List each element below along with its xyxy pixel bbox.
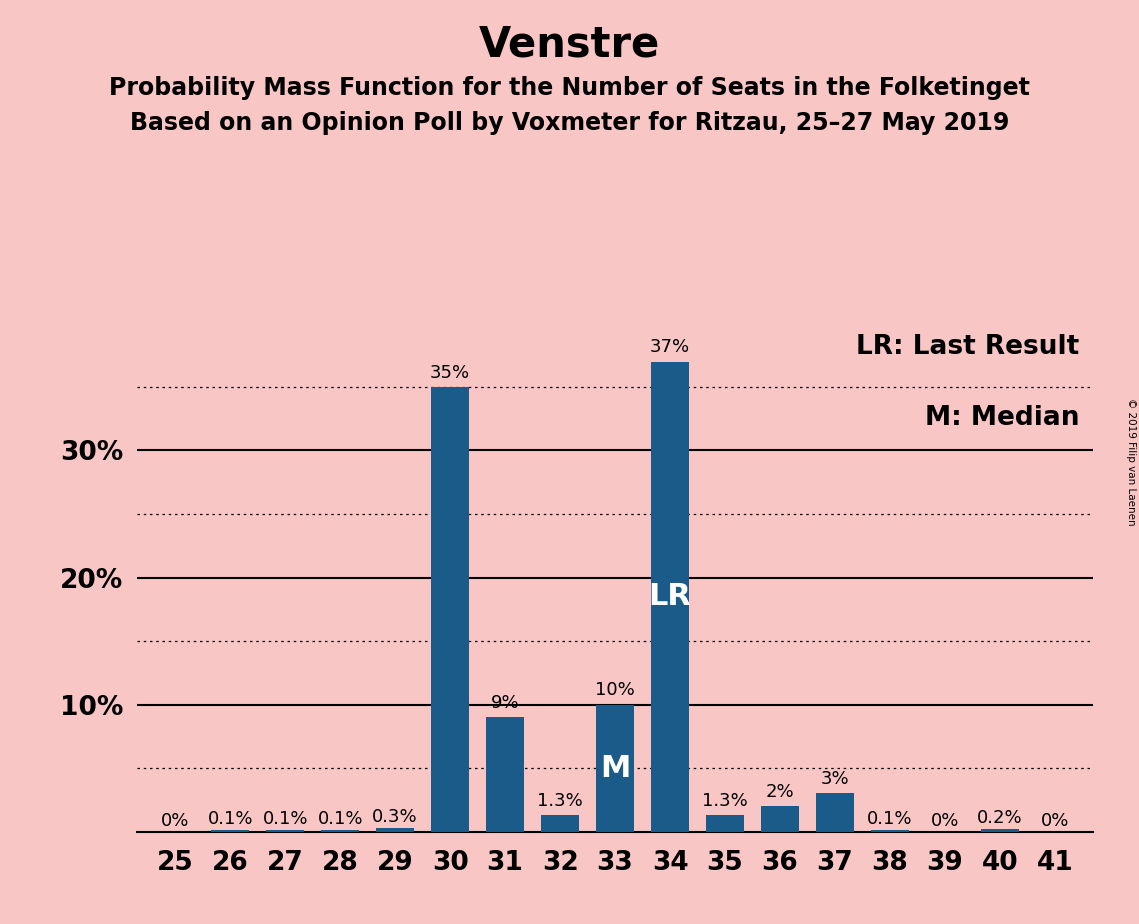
Text: Probability Mass Function for the Number of Seats in the Folketinget: Probability Mass Function for the Number… (109, 76, 1030, 100)
Text: 0.2%: 0.2% (977, 809, 1023, 827)
Bar (321, 831, 360, 832)
Text: 35%: 35% (431, 364, 470, 382)
Text: 10%: 10% (596, 682, 634, 699)
Text: 0.1%: 0.1% (262, 810, 308, 829)
Bar (431, 387, 469, 832)
Text: LR: Last Result: LR: Last Result (855, 334, 1079, 359)
Text: 0%: 0% (931, 811, 959, 830)
Text: LR: LR (648, 582, 691, 611)
Text: M: M (600, 754, 630, 783)
Bar (596, 704, 634, 832)
Bar (265, 831, 304, 832)
Text: 2%: 2% (765, 784, 794, 801)
Text: 9%: 9% (491, 694, 519, 712)
Text: 0.1%: 0.1% (867, 810, 912, 829)
Text: 3%: 3% (821, 771, 850, 788)
Bar (816, 794, 854, 832)
Text: 0%: 0% (1041, 811, 1070, 830)
Text: © 2019 Filip van Laenen: © 2019 Filip van Laenen (1126, 398, 1136, 526)
Text: 0.3%: 0.3% (372, 808, 418, 826)
Text: 0%: 0% (161, 811, 189, 830)
Bar (486, 717, 524, 832)
Bar (706, 815, 744, 832)
Text: 0.1%: 0.1% (318, 810, 363, 829)
Bar (981, 829, 1019, 832)
Text: Based on an Opinion Poll by Voxmeter for Ritzau, 25–27 May 2019: Based on an Opinion Poll by Voxmeter for… (130, 111, 1009, 135)
Text: Venstre: Venstre (478, 23, 661, 65)
Bar (761, 806, 800, 832)
Bar (541, 815, 580, 832)
Bar (376, 828, 415, 832)
Bar (650, 361, 689, 832)
Text: 1.3%: 1.3% (538, 792, 583, 810)
Bar (870, 831, 909, 832)
Text: M: Median: M: Median (925, 405, 1079, 431)
Bar (211, 831, 249, 832)
Text: 37%: 37% (650, 338, 690, 357)
Text: 0.1%: 0.1% (207, 810, 253, 829)
Text: 1.3%: 1.3% (702, 792, 748, 810)
